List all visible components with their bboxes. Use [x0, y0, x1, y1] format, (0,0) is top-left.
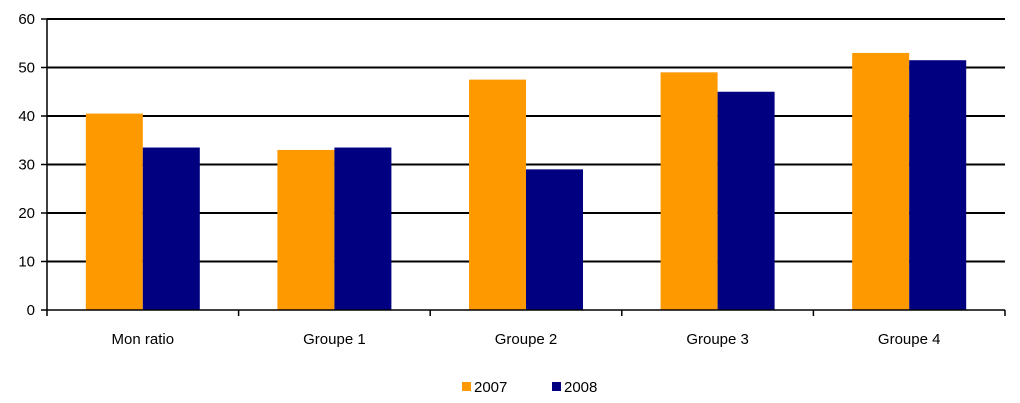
y-tick-label: 60	[18, 11, 35, 28]
bar-2007-groupe-3	[660, 72, 718, 310]
x-tick-label: Mon ratio	[112, 331, 175, 348]
bar-2007-mon-ratio	[85, 113, 143, 310]
x-tick-label: Groupe 2	[495, 331, 558, 348]
y-tick-label: 50	[18, 60, 35, 77]
x-tick-label: Groupe 3	[686, 331, 749, 348]
legend-label-2007: 2007	[474, 379, 507, 396]
y-tick-label: 20	[18, 205, 35, 222]
x-tick-labels: Mon ratio Groupe 1 Groupe 2 Groupe 3 Groupe …	[112, 331, 941, 348]
axes	[41, 18, 1006, 316]
legend-label-2008: 2008	[564, 379, 597, 396]
y-tick-label: 40	[18, 108, 35, 125]
bar-2008-groupe-4	[909, 60, 967, 310]
legend: 2007 2008	[462, 379, 597, 396]
bar-2008-groupe-2	[526, 169, 583, 310]
y-tick-label: 10	[18, 254, 35, 271]
legend-swatch-2007	[462, 382, 471, 391]
bars	[85, 52, 967, 310]
bar-2008-mon-ratio	[142, 147, 200, 310]
x-tick-label: Groupe 4	[878, 331, 941, 348]
legend-swatch-2008	[552, 382, 561, 391]
y-tick-label: 30	[18, 157, 35, 174]
bar-2007-groupe-2	[469, 79, 526, 310]
bar-2008-groupe-3	[717, 91, 775, 310]
bar-2007-groupe-4	[852, 52, 910, 310]
bar-2008-groupe-1	[334, 147, 392, 310]
x-tick-label: Groupe 1	[303, 331, 366, 348]
y-tick-labels: 0 10 20 30 40 50 60	[18, 11, 35, 319]
bar-2007-groupe-1	[277, 149, 335, 310]
y-tick-label: 0	[27, 302, 35, 319]
